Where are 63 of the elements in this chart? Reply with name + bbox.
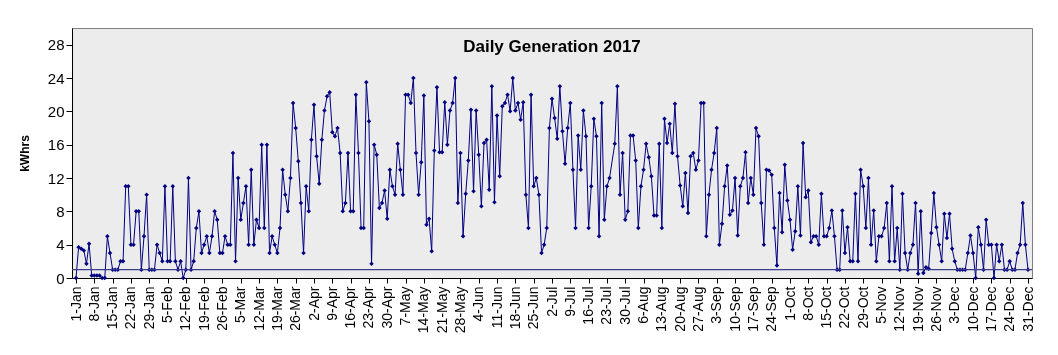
x-tick-label: 12-Feb xyxy=(177,286,194,331)
x-tick-label: 24-Sep xyxy=(763,286,780,332)
x-tick-label: 18-Jun xyxy=(506,286,523,330)
x-tick-label: 8-Jan xyxy=(85,286,102,322)
x-tick-label: 25-Jun xyxy=(525,286,542,330)
y-tick-label: 16 xyxy=(47,136,65,154)
x-tick-label: 21-May xyxy=(433,286,450,334)
x-tick-label: 17-Dec xyxy=(982,286,999,332)
y-tick-label: 4 xyxy=(56,236,65,254)
x-tick-label: 10-Dec xyxy=(964,286,981,332)
x-tick-label: 26-Mar xyxy=(287,286,304,331)
x-tick-label: 23-Apr xyxy=(360,286,377,329)
x-tick-label: 19-Nov xyxy=(909,286,926,332)
x-tick-label: 26-Nov xyxy=(927,286,944,332)
text: Daily Generation 2017 xyxy=(463,37,641,56)
x-tick-label: 2-Jul xyxy=(543,286,560,317)
x-tick-label: 15-Jan xyxy=(104,286,121,330)
y-tick-label: 8 xyxy=(56,202,65,220)
y-axis-title: kWhrs xyxy=(17,134,32,172)
x-tick-label: 13-Aug xyxy=(653,286,670,332)
x-tick-label: 19-Feb xyxy=(195,286,212,331)
x-tick-label: 16-Jul xyxy=(580,286,597,325)
x-tick-label: 30-Apr xyxy=(378,286,395,329)
x-tick-label: 9-Apr xyxy=(323,286,340,321)
x-tick-label: 5-Feb xyxy=(159,286,176,324)
y-tick-label: 24 xyxy=(47,69,65,87)
x-tick-label: 19-Mar xyxy=(268,286,285,331)
x-tick-label: 22-Oct xyxy=(836,286,853,329)
x-tick-label: 23-Jul xyxy=(598,286,615,325)
x-tick-label: 29-Oct xyxy=(854,286,871,329)
x-tick-label: 26-Feb xyxy=(213,286,230,331)
x-tick-label: 4-Jun xyxy=(470,286,487,322)
x-tick-label: 28-May xyxy=(451,286,468,334)
x-tick-label: 9-Jul xyxy=(561,286,578,317)
x-tick-label: 14-May xyxy=(415,286,432,334)
x-tick-label: 22-Jan xyxy=(122,286,139,330)
x-tick-label: 17-Sep xyxy=(744,286,761,332)
x-tick-label: 8-Oct xyxy=(799,286,816,321)
x-tick-label: 1-Oct xyxy=(781,286,798,321)
x-tick-label: 5-Mar xyxy=(232,286,249,324)
x-tick-label: 5-Nov xyxy=(873,286,890,324)
x-tick-label: 1-Jan xyxy=(67,286,84,322)
y-tick-label: 20 xyxy=(47,102,65,120)
x-tick-label: 24-Dec xyxy=(1001,286,1018,332)
x-tick-label: 2-Apr xyxy=(305,286,322,321)
x-tick-label: 15-Oct xyxy=(818,286,835,329)
x-tick-label: 6-Aug xyxy=(635,286,652,324)
x-tick-label: 12-Nov xyxy=(891,286,908,332)
y-tick-label: 12 xyxy=(47,169,65,187)
x-tick-label: 12-Mar xyxy=(250,286,267,331)
y-tick-label: 0 xyxy=(56,269,65,287)
x-tick-label: 3-Sep xyxy=(708,286,725,324)
x-tick-label: 27-Aug xyxy=(689,286,706,332)
x-tick-label: 20-Aug xyxy=(671,286,688,332)
y-tick-label: 28 xyxy=(47,36,65,54)
x-tick-label: 16-Apr xyxy=(342,286,359,329)
x-tick-label: 3-Dec xyxy=(946,286,963,324)
x-tick-label: 7-May xyxy=(397,286,414,326)
x-tick-label: 31-Dec xyxy=(1019,286,1036,332)
x-tick-label: 10-Sep xyxy=(726,286,743,332)
x-tick-label: 30-Jul xyxy=(616,286,633,325)
x-tick-label: 29-Jan xyxy=(140,286,157,330)
x-tick-label: 11-Jun xyxy=(488,286,505,329)
